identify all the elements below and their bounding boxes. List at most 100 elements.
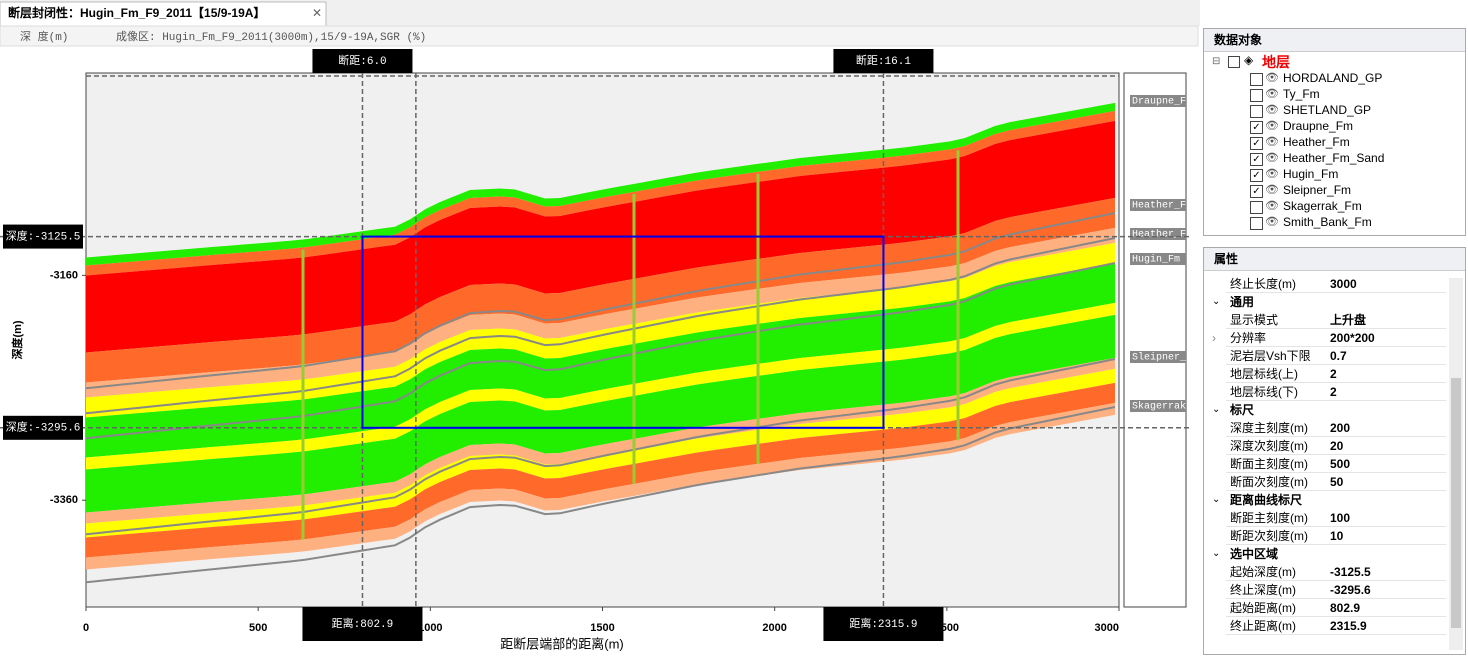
eye-icon: 👁 <box>1265 184 1279 196</box>
property-value: 2 <box>1330 367 1337 381</box>
horizon-line <box>86 358 1116 536</box>
tree-root: 地层 <box>1262 54 1290 70</box>
grid-line <box>1226 544 1446 545</box>
grid-line <box>1226 598 1446 599</box>
group-toggle: ⌄ <box>1212 494 1221 505</box>
horizon-label: Heather_F <box>1132 200 1186 212</box>
property-value: 20 <box>1330 439 1344 453</box>
property-value: 200 <box>1330 421 1351 435</box>
tree-item: Smith_Bank_Fm <box>1283 215 1372 229</box>
scrollbar[interactable] <box>1449 278 1463 650</box>
layer <box>86 227 1115 398</box>
property-panel: 属性 终止长度(m) 3000 ⌄ 通用 显示模式 上升盘 › 分辨率 200*200 泥岩层Vs… <box>1203 247 1466 655</box>
grid-line <box>1226 328 1446 329</box>
y-axis-label: 深度(m) <box>10 320 24 359</box>
horizon-tag <box>1130 400 1186 412</box>
depth-label: 深度:-3125.5 <box>6 228 81 243</box>
tree-item: Ty_Fm <box>1283 87 1320 101</box>
eye-icon: 👁 <box>1265 152 1279 164</box>
property-value: 2 <box>1330 385 1337 399</box>
depth-header: 深 度(m) <box>20 29 68 44</box>
distance-label: 距离:802.9 <box>332 616 394 631</box>
property-name: 起始深度(m) <box>1230 565 1296 579</box>
tab[interactable] <box>0 1 327 27</box>
checkbox[interactable]: ✓ <box>1250 121 1263 134</box>
layer <box>86 242 1115 418</box>
x-tick-label: 0 <box>83 622 89 634</box>
group-toggle: ⌄ <box>1212 548 1221 559</box>
property-name: 断距主刻度(m) <box>1230 511 1308 525</box>
horizon-line <box>86 212 1116 390</box>
grid-line <box>1226 634 1446 635</box>
fault-label: 断距:16.1 <box>856 53 911 68</box>
checkbox[interactable]: ✓ <box>1250 137 1263 150</box>
grid-line <box>1226 364 1446 365</box>
checkbox[interactable] <box>1250 105 1263 118</box>
eye-icon: 👁 <box>1265 104 1279 116</box>
layer-icon: ◈ <box>1244 53 1254 67</box>
horizon-tag <box>1130 351 1186 363</box>
tree-item: Skagerrak_Fm <box>1283 199 1362 213</box>
group-toggle: ⌄ <box>1212 296 1221 307</box>
horizon-label: Skagerrak <box>1132 401 1186 413</box>
distance-label-box <box>302 607 423 641</box>
property-name: 断面次刻度(m) <box>1230 475 1308 489</box>
tree-item: Heather_Fm_Sand <box>1283 151 1385 165</box>
layer <box>86 402 1115 570</box>
property-name: 分辨率 <box>1230 331 1267 345</box>
property-value: 上升盘 <box>1330 313 1367 327</box>
tree-item: Hugin_Fm <box>1283 167 1339 181</box>
layer <box>86 314 1115 513</box>
eye-icon: 👁 <box>1265 88 1279 100</box>
grid-line <box>1226 346 1446 347</box>
property-name: 地层标线(下) <box>1230 385 1298 399</box>
scroll-thumb[interactable] <box>1451 378 1461 628</box>
property-value: 2315.9 <box>1330 619 1367 633</box>
depth-label-box <box>3 224 83 249</box>
property-name: 深度次刻度(m) <box>1230 439 1308 453</box>
layer <box>86 102 1115 266</box>
checkbox[interactable] <box>1250 217 1263 230</box>
property-value: -3125.5 <box>1330 565 1371 579</box>
property-name: 断面主刻度(m) <box>1230 457 1308 471</box>
grid-line <box>1226 616 1446 617</box>
tab-close[interactable]: ✕ <box>312 6 322 20</box>
expander: › <box>1212 331 1216 345</box>
selection-box <box>361 235 885 429</box>
depth-label-box <box>3 415 83 440</box>
x-tick-label: 1000 <box>418 622 442 634</box>
fault-label-box <box>312 49 413 73</box>
eye-icon: 👁 <box>1265 136 1279 148</box>
checkbox[interactable]: ✓ <box>1250 185 1263 198</box>
checkbox[interactable]: ✓ <box>1250 169 1263 182</box>
property-group: 标尺 <box>1230 403 1255 417</box>
horizon-tag <box>1130 95 1186 107</box>
horizon-label: Hugin_Fm <box>1132 254 1180 266</box>
property-value: 10 <box>1330 529 1344 543</box>
checkbox[interactable] <box>1250 201 1263 214</box>
grid-line <box>1226 580 1446 581</box>
grid-line <box>1226 490 1446 491</box>
eye-icon: 👁 <box>1265 216 1279 228</box>
grid-line <box>1226 436 1446 437</box>
section-view: 断层封闭性：Hugin_Fm_F9_2011【15/9-19A】 ✕ 深 度(m… <box>0 0 1200 651</box>
property-value: 100 <box>1330 511 1351 525</box>
checkbox[interactable] <box>1250 89 1263 102</box>
panel-title: 属性 <box>1204 248 1465 271</box>
imaging-header: 成像区: Hugin_Fm_F9_2011(3000m),15/9-19A,SG… <box>116 30 426 44</box>
checkbox[interactable]: ✓ <box>1250 153 1263 166</box>
eye-icon: 👁 <box>1265 72 1279 84</box>
tree-item: Draupne_Fm <box>1283 119 1354 133</box>
grid-line <box>1226 472 1446 473</box>
property-grid: 终止长度(m) 3000 ⌄ 通用 显示模式 上升盘 › 分辨率 200*200 泥岩层Vsh下限… <box>1204 271 1465 651</box>
horizon-label-strip <box>1123 72 1187 608</box>
layer <box>86 357 1115 524</box>
property-name: 起始距离(m) <box>1230 601 1296 615</box>
checkbox[interactable] <box>1250 73 1263 86</box>
property-group: 距离曲线标尺 <box>1230 493 1303 507</box>
horizon-tag <box>1130 199 1186 211</box>
x-axis-label: 距断层端部的距离(m) <box>500 636 624 651</box>
checkbox <box>1228 56 1240 68</box>
property-value: 200*200 <box>1330 331 1375 345</box>
